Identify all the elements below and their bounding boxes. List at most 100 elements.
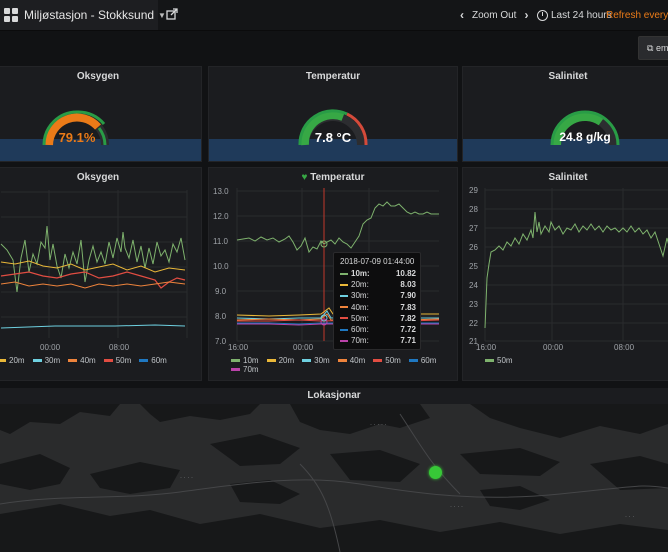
svg-text:· · · ·: · · · · xyxy=(180,475,193,481)
gauge-salinitet xyxy=(550,110,620,146)
gauge-fill-arc xyxy=(45,113,101,146)
time-back-button[interactable]: ‹ xyxy=(460,8,464,22)
y-axis-labels: 13.0 12.0 11.0 10.0 9.0 8.0 7.0 xyxy=(213,187,229,346)
share-icon[interactable] xyxy=(166,8,178,20)
tooltip-time: 2018-07-09 01:44:00 xyxy=(340,257,415,266)
tooltip-row: 30m: 7.90 xyxy=(334,290,420,301)
y-tick-label: 10.0 xyxy=(213,262,229,271)
series-line-20m xyxy=(0,260,186,273)
series-line-40m xyxy=(0,281,186,289)
caret-down-icon: ▼ xyxy=(158,10,166,20)
legend-swatch xyxy=(32,359,42,362)
legend-swatch xyxy=(139,359,149,362)
legend-swatch xyxy=(231,359,240,362)
legend-swatch xyxy=(231,368,240,371)
tooltip-row: 60m: 7.72 xyxy=(334,324,420,335)
refresh-interval-label[interactable]: Refresh every 1 xyxy=(606,9,668,21)
y-tick-label: 28 xyxy=(469,205,478,214)
gauge-title: Temperatur xyxy=(305,71,361,82)
map-place-labels: · · · · · · · · · · · · · · · · xyxy=(180,422,634,520)
map-view[interactable]: · · · · · · · · · · · · · · · · xyxy=(0,404,668,552)
y-tick-label: 12.0 xyxy=(213,212,229,221)
legend-item[interactable]: 50m xyxy=(485,356,513,365)
x-tick-label: 00:00 xyxy=(40,343,61,352)
apps-grid-icon xyxy=(4,8,18,22)
time-range-label: Last 24 hours xyxy=(551,9,612,21)
time-picker[interactable]: Last 24 hours xyxy=(537,0,612,30)
y-tick-label: 11.0 xyxy=(213,237,229,246)
time-forward-button[interactable]: › xyxy=(524,8,529,22)
clock-icon xyxy=(537,9,548,21)
hover-point xyxy=(320,240,328,248)
legend-swatch xyxy=(103,359,113,362)
gauge-value: 24.8 g/kg xyxy=(559,130,611,144)
graph-temperatur: 13.0 12.0 11.0 10.0 9.0 8.0 7.0 xyxy=(213,187,440,346)
legend-item[interactable]: 60m xyxy=(408,356,436,365)
location-marker[interactable] xyxy=(429,466,442,479)
y-tick-label: 21 xyxy=(469,337,478,346)
legend-swatch xyxy=(337,359,347,362)
y-tick-label: 25 xyxy=(469,262,478,271)
graph-legend: 10m 20m 30m 40m 50m 60m 70m xyxy=(231,356,456,374)
legend-item[interactable]: 30m xyxy=(302,356,330,365)
legend-item[interactable]: 20m xyxy=(0,356,25,365)
x-tick-label: 16:00 xyxy=(476,343,497,352)
graph-panel-oksygen: Oksygen 20m 30m 40m 50m 60m 00:00 08:00 xyxy=(0,167,202,381)
series-line-10m xyxy=(0,225,186,293)
y-tick-label: 13.0 xyxy=(213,187,229,196)
legend-item[interactable]: 30m xyxy=(32,356,60,365)
legend-swatch xyxy=(485,359,494,362)
legend-item[interactable]: 40m xyxy=(337,356,365,365)
hover-point xyxy=(320,314,328,322)
gauge-title: Salinitet xyxy=(548,71,588,82)
dashboard-picker[interactable]: Miljøstasjon - Stokksund ▼ xyxy=(0,0,166,30)
graph-legend: 20m 30m 40m 50m 60m xyxy=(0,356,197,365)
graph-legend: 50m xyxy=(485,356,665,365)
graph-panel-salinitet: Salinitet 29 28 27 26 25 24 23 22 21 16:… xyxy=(462,167,668,381)
graph-salinitet: 29 28 27 26 25 24 23 22 21 xyxy=(469,186,668,346)
legend-item[interactable]: 40m xyxy=(68,356,96,365)
heart-icon: ♥ xyxy=(301,172,308,183)
export-button[interactable]: ⧉ em xyxy=(638,36,668,60)
graph-tooltip: 2018-07-09 01:44:00 10m: 10.82 20m: 8.03 3… xyxy=(333,252,421,350)
tooltip-row: 20m: 8.03 xyxy=(334,279,420,290)
gauge-temperatur xyxy=(298,109,368,146)
legend-item[interactable]: 20m xyxy=(266,356,294,365)
y-tick-label: 7.0 xyxy=(215,337,227,346)
dashboard-title[interactable]: Miljøstasjon - Stokksund xyxy=(24,8,155,22)
legend-swatch xyxy=(302,359,312,362)
gauge-oksygen xyxy=(42,110,109,146)
gauge-panel-salinitet: Salinitet 24.8 g/kg xyxy=(462,66,668,162)
gauge-value: 7.8 °C xyxy=(314,130,352,145)
top-navbar: Miljøstasjon - Stokksund ▼ ‹ Zoom Out › … xyxy=(0,0,668,31)
map-panel-header: Lokasjonar xyxy=(0,388,668,404)
x-tick-label: 08:00 xyxy=(109,343,130,352)
export-button-label: em xyxy=(655,43,668,53)
tooltip-row: 50m: 7.82 xyxy=(334,313,420,324)
map-title: Lokasjonar xyxy=(307,390,361,401)
zoom-out-button[interactable]: Zoom Out xyxy=(472,9,517,21)
svg-text:· · · ·: · · · · xyxy=(450,504,463,510)
graph-title: Oksygen xyxy=(76,172,120,183)
legend-item[interactable]: 70m xyxy=(231,365,259,374)
legend-swatch xyxy=(0,359,6,362)
legend-item[interactable]: 50m xyxy=(373,356,401,365)
legend-swatch xyxy=(68,359,78,362)
map-terrain: · · · · · · · · · · · · · · · · xyxy=(0,404,668,552)
legend-item[interactable]: 50m xyxy=(103,356,131,365)
gauge-fill-arc xyxy=(300,111,345,146)
y-tick-label: 27 xyxy=(469,224,478,233)
tooltip-row: 40m: 7.83 xyxy=(334,302,420,313)
gauge-title: Oksygen xyxy=(76,71,120,82)
x-tick-label: 16:00 xyxy=(228,343,249,352)
legend-item[interactable]: 60m xyxy=(139,356,167,365)
y-tick-label: 22 xyxy=(469,319,478,328)
graph-title-wrap: ♥ Temperatur xyxy=(209,172,457,183)
legend-swatch xyxy=(373,359,383,362)
subbar xyxy=(0,31,668,64)
svg-text:· · ·: · · · xyxy=(625,514,634,520)
legend-swatch xyxy=(266,359,276,362)
legend-item[interactable]: 10m xyxy=(231,356,259,365)
graph-title: Salinitet xyxy=(548,172,588,183)
gauge-value: 79.1% xyxy=(58,130,96,145)
